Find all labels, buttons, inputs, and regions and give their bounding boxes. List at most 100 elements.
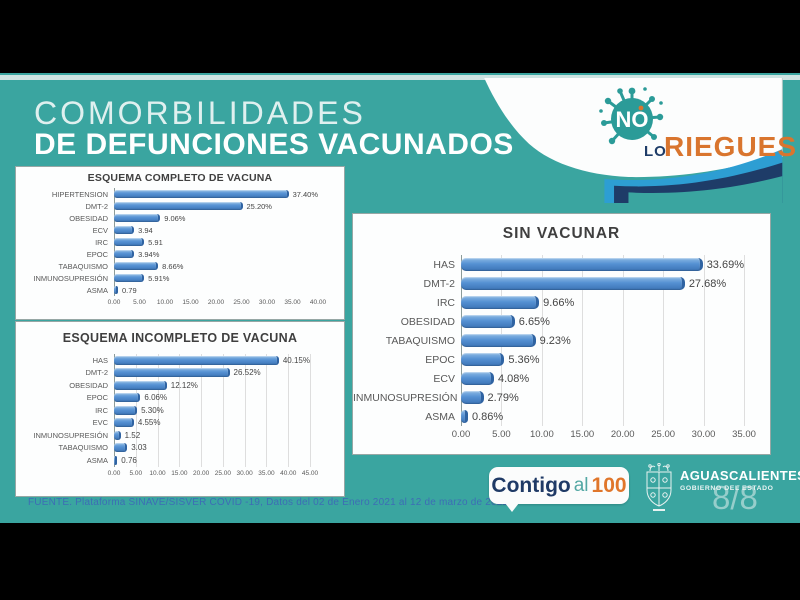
chart-esquema-completo: ESQUEMA COMPLETO DE VACUNA HIPERTENSION 3… xyxy=(15,166,345,320)
chart-plot: HIPERTENSION 37.40% DMT-2 25.20% OBESIDAD 9.0… xyxy=(16,188,344,310)
bar-zone: 0.79 xyxy=(114,284,318,296)
value-label: 8.66% xyxy=(162,261,184,271)
top-edge-strip xyxy=(0,75,800,80)
chart-row: ECV 3.94 xyxy=(16,224,344,236)
axis-tick-label: 5.00 xyxy=(133,299,146,306)
coat-of-arms-icon xyxy=(646,463,672,511)
logo-riegues-text: RIEGUES xyxy=(664,131,798,162)
bar xyxy=(461,391,484,404)
contigo-word: Contigo xyxy=(491,473,571,497)
bar-zone: 26.52% xyxy=(114,367,310,380)
bar-zone: 27.68% xyxy=(461,274,744,293)
value-label: 3.03 xyxy=(131,443,147,453)
category-label: TABAQUISMO xyxy=(385,334,455,347)
state-name: AGUASCALIENTES xyxy=(680,468,800,483)
bar xyxy=(114,238,145,246)
chart-title: ESQUEMA INCOMPLETO DE VACUNA xyxy=(62,331,298,345)
axis-tick-label: 0.00 xyxy=(451,429,471,440)
axis-tick-label: 20.00 xyxy=(192,469,210,477)
source-footnote: FUENTE. Plataforma SINAVE/SISVER COVID -… xyxy=(28,497,509,508)
axis-tick-label: 20.00 xyxy=(610,429,635,440)
category-label: EPOC xyxy=(86,393,108,403)
gridline xyxy=(310,354,311,467)
gridline xyxy=(201,354,203,467)
chart-ticks: 0.00 5.00 10.00 15.00 20.00 25.00 30.00 35.00 40… xyxy=(108,469,318,481)
bar-zone: 4.08% xyxy=(461,369,744,388)
gridline xyxy=(266,354,268,467)
axis-tick-label: 10.00 xyxy=(529,429,554,440)
category-label: ASMA xyxy=(425,410,455,423)
axis-tick-label: 30.00 xyxy=(258,299,276,306)
value-label: 5.30% xyxy=(141,405,164,415)
axis-tick-label: 15.00 xyxy=(171,469,188,477)
slide-title: COMORBILIDADES DE DEFUNCIONES VACUNADOS xyxy=(34,97,514,161)
chart-ticks: 0.00 5.00 10.00 15.00 20.00 25.00 30.00 35.00 40… xyxy=(108,299,326,310)
category-label: INMUNOSUPRESIÓN xyxy=(353,391,458,404)
category-label: IRC xyxy=(436,296,455,309)
chart-row: HAS 40.15% xyxy=(16,354,344,367)
value-label: 25.20% xyxy=(246,201,272,211)
bar xyxy=(114,355,279,365)
chart-row: DMT-2 26.52% xyxy=(16,367,344,380)
chart-row: OBESIDAD 9.06% xyxy=(16,212,344,224)
chart-esquema-incompleto: ESQUEMA INCOMPLETO DE VACUNA HAS 40.15% DM… xyxy=(15,321,345,497)
chart-plot: HAS 33.69% DMT-2 27.68% IRC 9.66% OBESIDAD 6.65… xyxy=(353,255,770,440)
state-subtitle: GOBIERNO DEL ESTADO xyxy=(680,485,774,492)
gridline xyxy=(663,255,665,426)
value-label: 3.94 xyxy=(138,225,153,235)
chart-plot: HAS 40.15% DMT-2 26.52% OBESIDAD 12.12% EPOC 6.… xyxy=(16,354,344,481)
contigo-al-100-logo: Contigo al 100 xyxy=(489,467,629,512)
category-label: HAS xyxy=(433,258,455,271)
value-label: 1.52 xyxy=(124,430,141,440)
chart-row: ASMA 0.76 xyxy=(16,454,344,467)
axis-tick-label: 30.00 xyxy=(691,429,716,440)
bar xyxy=(461,296,540,309)
value-label: 5.91 xyxy=(148,237,163,247)
bar-zone: 1.52 xyxy=(114,429,310,442)
chart-row: EPOC 3.94% xyxy=(16,248,344,260)
chart-row: INMUNOSUPRESIÓN 1.52 xyxy=(16,429,344,442)
category-label: DMT-2 xyxy=(423,277,456,290)
axis-tick-label: 5.00 xyxy=(129,469,143,477)
value-label: 9.66% xyxy=(543,296,575,309)
bar xyxy=(114,418,134,428)
gridline xyxy=(288,354,290,467)
bar-zone: 3.03 xyxy=(114,442,310,455)
category-label: TABAQUISMO xyxy=(58,443,108,453)
category-label: IRC xyxy=(95,405,108,415)
value-label: 3.94% xyxy=(138,249,160,259)
bar xyxy=(114,443,128,453)
chart-row: OBESIDAD 12.12% xyxy=(16,379,344,392)
bar-zone: 9.66% xyxy=(461,293,744,312)
axis-tick-label: 10.00 xyxy=(149,469,166,477)
axis-tick-label: 15.00 xyxy=(182,299,199,306)
bar xyxy=(461,258,703,271)
category-label: INMUNOSUPRESIÓN xyxy=(33,273,108,283)
bar-zone: 37.40% xyxy=(114,188,318,200)
bar-zone: 3.94% xyxy=(114,248,318,260)
category-label: EVC xyxy=(92,418,108,428)
axis-tick-label: 30.00 xyxy=(236,469,253,477)
bar-zone: 9.23% xyxy=(461,331,744,350)
value-label: 4.55% xyxy=(137,418,161,428)
value-label: 9.06% xyxy=(164,213,186,223)
axis-tick-label: 15.00 xyxy=(570,429,595,440)
bar-zone: 25.20% xyxy=(114,200,318,212)
bar xyxy=(114,214,161,222)
bar-zone: 9.06% xyxy=(114,212,318,224)
category-label: EPOC xyxy=(425,353,455,366)
axis-tick-label: 10.00 xyxy=(156,299,174,306)
value-label: 5.36% xyxy=(508,353,540,366)
gridline xyxy=(703,255,705,426)
gridline xyxy=(244,354,246,467)
chart-row: TABAQUISMO 9.23% xyxy=(353,331,770,350)
chart-row: ASMA 0.79 xyxy=(16,284,344,296)
bar-zone: 6.06% xyxy=(114,392,310,405)
gridline xyxy=(222,354,224,467)
chart-row: DMT-2 27.68% xyxy=(353,274,770,293)
category-label: OBESIDAD xyxy=(400,315,455,328)
bar-zone: 6.65% xyxy=(461,312,744,331)
axis-tick-label: 25.00 xyxy=(651,429,676,440)
chart-ticks: 0.00 5.00 10.00 15.00 20.00 25.00 30.00 35.00 xyxy=(452,429,756,440)
chart-row: IRC 5.30% xyxy=(16,404,344,417)
